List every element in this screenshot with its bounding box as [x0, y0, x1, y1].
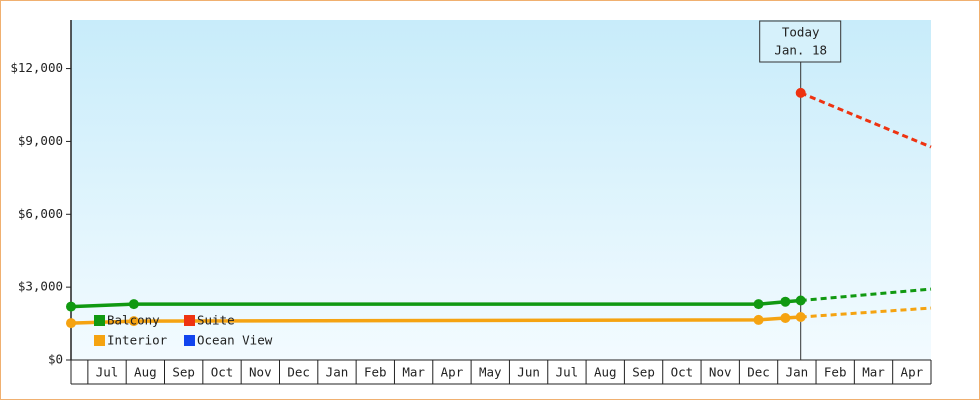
today-label: Today [782, 25, 820, 40]
data-point [128, 316, 139, 327]
legend-swatch [94, 335, 105, 346]
legend-label: Suite [197, 313, 235, 328]
data-point [795, 295, 806, 306]
legend-swatch [184, 315, 195, 326]
x-tick-label: Sep [172, 365, 195, 380]
data-point [128, 299, 139, 310]
data-point [795, 87, 806, 98]
data-point [66, 318, 76, 329]
x-tick-label: Jul [556, 365, 579, 380]
x-tick-label: Oct [211, 365, 234, 380]
x-tick-label: Jun [517, 365, 540, 380]
legend-label: Interior [107, 333, 168, 348]
x-tick-label: Aug [594, 365, 617, 380]
x-tick-label: Aug [134, 365, 157, 380]
data-point [780, 312, 791, 323]
x-tick-label: Mar [862, 365, 885, 380]
plot-area [71, 20, 931, 360]
x-tick-label: Nov [249, 365, 272, 380]
x-tick-label: Mar [402, 365, 425, 380]
x-tick-label: Nov [709, 365, 732, 380]
legend-swatch [94, 315, 105, 326]
x-tick-label: May [479, 365, 502, 380]
data-point [66, 301, 76, 312]
x-tick-label: Feb [824, 365, 847, 380]
x-tick-label: Feb [364, 365, 387, 380]
x-tick-label: Jan [786, 365, 809, 380]
projection-line [800, 91, 932, 149]
legend-swatch [184, 335, 195, 346]
x-tick-label: Oct [671, 365, 694, 380]
y-tick-label: $3,000 [18, 279, 63, 294]
x-tick-label: Jul [96, 365, 119, 380]
x-tick-label: Apr [901, 365, 924, 380]
today-label: Jan. 18 [774, 43, 827, 58]
legend-label: Balcony [107, 313, 160, 328]
x-tick-label: Dec [747, 365, 770, 380]
y-tick-label: $9,000 [18, 133, 63, 148]
projection-line [800, 287, 932, 302]
data-point [753, 299, 764, 310]
x-tick-label: Apr [441, 365, 464, 380]
x-tick-label: Sep [632, 365, 655, 380]
x-tick-label: Jan [326, 365, 349, 380]
y-tick-label: $12,000 [10, 60, 63, 75]
today-box [759, 20, 842, 63]
data-point [753, 314, 764, 325]
y-tick-label: $6,000 [18, 206, 63, 221]
projection-line [800, 306, 932, 319]
data-point [780, 296, 791, 307]
legend-label: Ocean View [197, 333, 273, 348]
data-point [795, 312, 806, 323]
x-tick-label: Dec [287, 365, 310, 380]
y-tick-label: $0 [48, 352, 63, 367]
